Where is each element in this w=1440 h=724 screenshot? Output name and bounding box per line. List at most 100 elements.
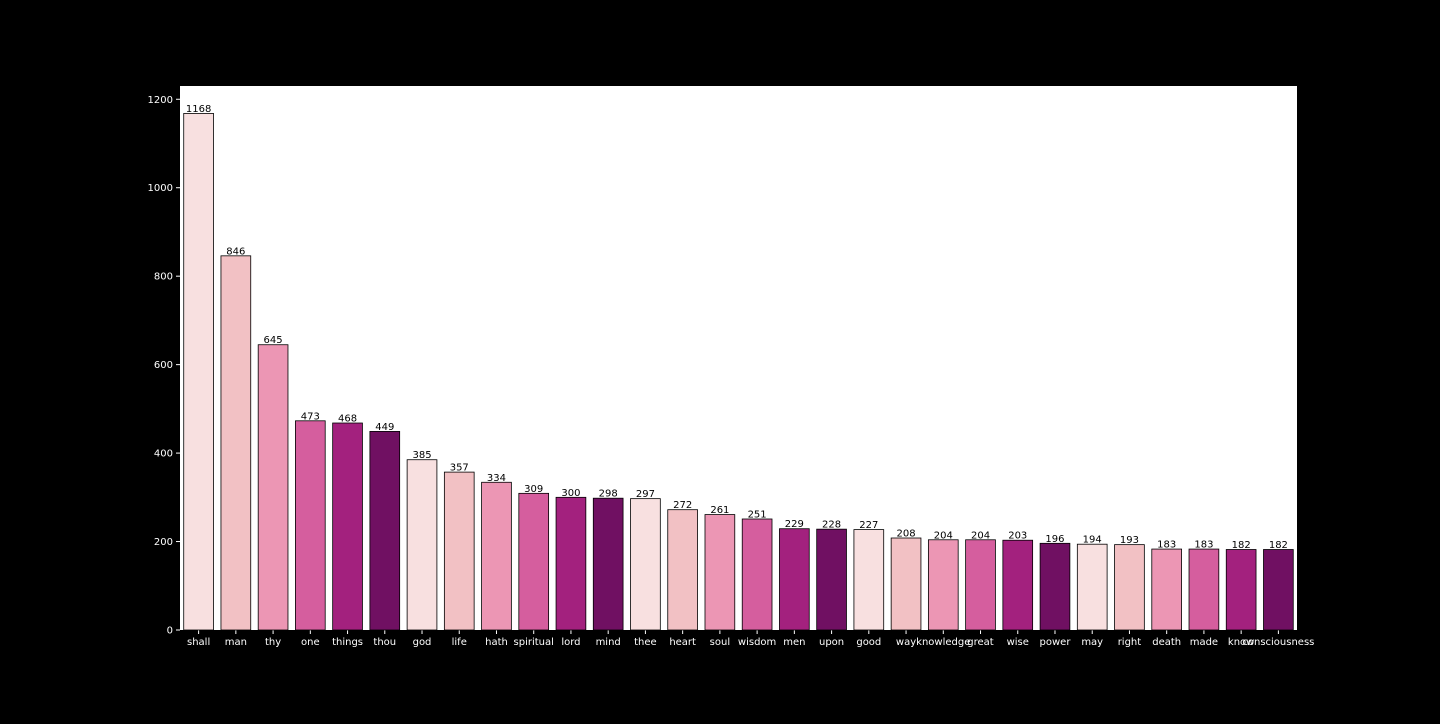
data-label-man: 846 — [226, 246, 245, 257]
x-tick-label-way: way — [896, 637, 916, 648]
bar-thee — [630, 498, 661, 631]
data-label-spiritual: 309 — [524, 484, 543, 495]
bar-lord — [555, 496, 587, 631]
bar-made — [1188, 548, 1220, 631]
plot-area — [180, 86, 1297, 630]
bar-upon — [816, 528, 847, 631]
x-tick-label-thou: thou — [373, 637, 396, 648]
bar-soul — [704, 514, 736, 631]
data-label-one: 473 — [301, 411, 320, 422]
x-tick-label-may: may — [1081, 637, 1103, 648]
y-tick-label: 600 — [154, 360, 173, 371]
x-tick-label-right: right — [1118, 637, 1142, 648]
bar-mind — [592, 497, 624, 631]
bar-know — [1225, 549, 1257, 631]
bar-death — [1151, 548, 1182, 631]
x-tick-label-hath: hath — [485, 637, 508, 648]
data-label-death: 183 — [1157, 540, 1176, 551]
data-label-knowledge: 204 — [934, 530, 953, 541]
x-tick-label-consciousness: consciousness — [1242, 637, 1314, 648]
x-tick-label-things: things — [332, 637, 363, 648]
data-label-good: 227 — [859, 520, 878, 531]
x-tick-label-power: power — [1040, 637, 1072, 648]
data-label-thy: 645 — [264, 335, 283, 346]
bar-life — [443, 471, 475, 631]
bar-may — [1076, 543, 1108, 631]
y-tick-label: 0 — [167, 626, 173, 637]
bar-god — [406, 459, 438, 631]
data-labels-group: 1168 846 645 473 468 449 385 357 334 309 300 298 297… — [186, 104, 1288, 551]
x-tick-label-knowledge: knowledge — [916, 637, 970, 648]
y-tick-label: 800 — [154, 272, 173, 283]
data-label-thee: 297 — [636, 489, 655, 500]
bar-good — [853, 529, 885, 631]
data-label-thou: 449 — [375, 422, 394, 433]
data-label-may: 194 — [1083, 535, 1102, 546]
y-tick-label: 1200 — [148, 95, 173, 106]
data-label-heart: 272 — [673, 500, 692, 511]
data-label-lord: 300 — [561, 488, 580, 499]
bar-hath — [481, 481, 512, 631]
data-label-god: 385 — [412, 450, 431, 461]
x-tick-label-wisdom: wisdom — [738, 637, 776, 648]
data-label-things: 468 — [338, 414, 357, 425]
x-tick-label-wise: wise — [1007, 637, 1029, 648]
data-label-upon: 228 — [822, 520, 841, 531]
x-tick-label-thee: thee — [634, 637, 657, 648]
data-label-consciousness: 182 — [1269, 540, 1288, 551]
x-tick-label-lord: lord — [561, 637, 580, 648]
data-label-right: 193 — [1120, 535, 1139, 546]
bar-right — [1114, 544, 1145, 631]
x-tick-label-thy: thy — [265, 637, 281, 648]
y-axis: 0 200 400 600 800 1000 1200 — [148, 95, 180, 637]
bar-men — [779, 528, 810, 631]
x-tick-label-heart: heart — [669, 637, 696, 648]
x-tick-label-life: life — [452, 637, 467, 648]
x-tick-label-great: great — [967, 637, 994, 648]
x-tick-label-know: know — [1228, 637, 1254, 648]
data-label-life: 357 — [450, 463, 469, 474]
x-tick-label-soul: soul — [710, 637, 730, 648]
y-tick-label: 200 — [154, 537, 173, 548]
x-tick-label-one: one — [301, 637, 320, 648]
bar-power — [1039, 542, 1071, 631]
data-label-power: 196 — [1045, 534, 1064, 545]
bar-way — [890, 537, 922, 631]
y-tick-label: 1000 — [148, 183, 173, 194]
x-tick-label-shall: shall — [187, 637, 210, 648]
bar-great — [965, 539, 996, 631]
bar-things — [332, 422, 363, 631]
data-label-wise: 203 — [1008, 531, 1027, 542]
x-tick-label-god: god — [413, 637, 432, 648]
x-tick-label-mind: mind — [596, 637, 621, 648]
x-tick-label-spiritual: spiritual — [514, 637, 554, 648]
bars-group — [183, 113, 1294, 631]
bar-shall — [183, 113, 214, 631]
data-label-way: 208 — [897, 529, 916, 540]
y-tick-label: 400 — [154, 449, 173, 460]
data-label-wisdom: 251 — [748, 509, 767, 520]
bar-thy — [257, 344, 289, 631]
bar-knowledge — [927, 539, 959, 631]
data-label-men: 229 — [785, 519, 804, 530]
x-tick-label-death: death — [1152, 637, 1181, 648]
bar-wisdom — [741, 518, 773, 631]
data-label-made: 183 — [1194, 540, 1213, 551]
x-tick-label-men: men — [783, 637, 805, 648]
x-tick-label-man: man — [225, 637, 247, 648]
x-axis: shall man thy one things thou god life hath spiri… — [187, 630, 1314, 648]
data-label-shall: 1168 — [186, 104, 211, 115]
bar-spiritual — [518, 492, 550, 631]
bar-one — [295, 420, 326, 631]
data-label-great: 204 — [971, 530, 990, 541]
x-tick-label-upon: upon — [819, 637, 844, 648]
data-label-mind: 298 — [599, 489, 618, 500]
x-tick-label-good: good — [856, 637, 881, 648]
data-label-soul: 261 — [710, 505, 729, 516]
data-label-know: 182 — [1232, 540, 1251, 551]
bar-heart — [667, 509, 698, 631]
bar-consciousness — [1263, 549, 1294, 631]
bar-thou — [369, 431, 401, 631]
